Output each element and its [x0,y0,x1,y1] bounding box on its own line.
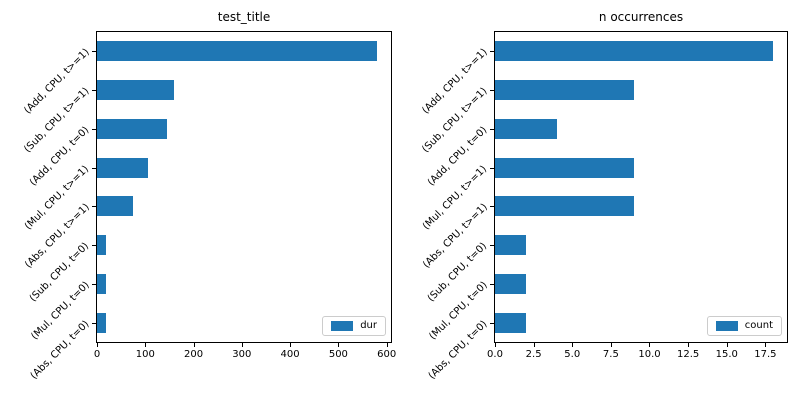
x-tick-mark [290,343,292,347]
x-tick-label: 300 [232,349,252,360]
y-tick-label: (Add, CPU, t>=1) [22,47,92,117]
legend-label-count: count [744,320,773,331]
bar-(Abs, CPU, t>=1) [97,196,134,217]
x-tick-mark [610,343,612,347]
bar-(Sub, CPU, t=0) [495,235,526,256]
bar-(Add, CPU, t>=1) [97,41,377,62]
bar-(Add, CPU, t=0) [97,118,167,139]
bar-(Add, CPU, t=0) [495,118,557,139]
bar-(Mul, CPU, t>=1) [97,157,148,178]
legend-label-dur: dur [360,320,377,331]
x-tick-mark [145,343,147,347]
bar-(Abs, CPU, t=0) [97,312,106,333]
bar-(Sub, CPU, t>=1) [97,80,175,101]
bar-(Mul, CPU, t>=1) [495,157,635,178]
y-tick-mark [490,51,494,53]
x-tick-mark [649,343,651,347]
x-tick-mark [726,343,728,347]
bar-(Abs, CPU, t=0) [495,312,526,333]
bar-(Sub, CPU, t>=1) [495,80,635,101]
y-tick-mark [490,90,494,92]
y-tick-mark [490,322,494,324]
bar-(Mul, CPU, t=0) [97,273,106,294]
left-plot-area: dur [96,31,392,343]
legend-swatch-count [715,321,738,331]
bar-(Sub, CPU, t=0) [97,235,106,256]
x-tick-label: 100 [135,349,155,360]
right-plot-area: count [494,31,788,343]
bar-(Abs, CPU, t>=1) [495,196,635,217]
y-tick-mark [490,206,494,208]
x-tick-label: 5.0 [564,349,581,360]
right-legend: count [706,316,782,336]
x-tick-label: 200 [184,349,204,360]
x-tick-label: 500 [328,349,348,360]
x-tick-label: 15.0 [715,349,738,360]
y-tick-mark [92,167,96,169]
y-tick-mark [92,51,96,53]
y-tick-mark [92,245,96,247]
x-tick-label: 0 [93,349,101,360]
x-tick-label: 600 [377,349,397,360]
y-tick-label: (Add, CPU, t>=1) [420,47,490,117]
x-tick-mark [338,343,340,347]
bar-(Mul, CPU, t=0) [495,273,526,294]
legend-swatch-dur [331,321,354,331]
x-tick-label: 7.5 [602,349,619,360]
x-tick-mark [97,343,98,347]
y-tick-mark [490,283,494,285]
y-tick-mark [92,90,96,92]
y-tick-mark [92,283,96,285]
x-tick-mark [688,343,690,347]
x-tick-label: 12.5 [676,349,700,360]
x-tick-label: 17.5 [754,349,777,360]
x-tick-label: 0.0 [487,349,503,360]
left-legend: dur [322,316,386,336]
right-chart-title: n occurrences [598,10,684,24]
x-tick-mark [241,343,243,347]
y-tick-mark [92,322,96,324]
y-tick-mark [490,128,494,130]
x-tick-mark [495,343,496,347]
x-tick-mark [533,343,535,347]
x-tick-mark [386,343,388,347]
y-tick-mark [490,245,494,247]
x-tick-label: 400 [280,349,300,360]
bar-(Add, CPU, t>=1) [495,41,774,62]
y-tick-mark [92,206,96,208]
x-tick-mark [572,343,574,347]
x-tick-label: 2.5 [525,349,542,360]
y-tick-mark [92,128,96,130]
y-tick-mark [490,167,494,169]
x-tick-mark [193,343,195,347]
left-chart-title: test_title [217,10,271,24]
x-tick-label: 10.0 [638,349,661,360]
x-tick-mark [765,343,767,347]
